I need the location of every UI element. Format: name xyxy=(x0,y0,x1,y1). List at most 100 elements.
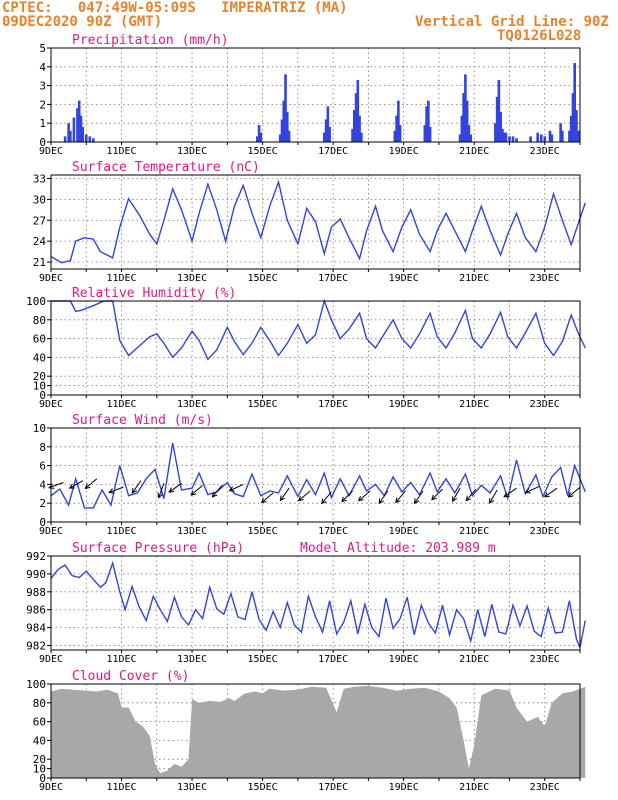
wind-arrow-shaft xyxy=(465,488,477,501)
precip-bar xyxy=(287,130,291,142)
precip-bar xyxy=(354,93,358,142)
y-tick-label: 21 xyxy=(33,256,46,269)
wind-arrow-shaft xyxy=(414,490,424,504)
wind-arrow-shaft xyxy=(49,482,64,489)
wind-arrow-shaft xyxy=(261,492,274,503)
y-tick-label: 0 xyxy=(39,516,46,529)
y-tick-label: 2 xyxy=(39,98,46,111)
y-tick-label: 984 xyxy=(26,622,46,635)
y-tick-label: 40 xyxy=(33,351,46,364)
precip-bar xyxy=(67,123,70,142)
wind-arrow-head xyxy=(567,492,574,498)
x-tick-label: 21DEC xyxy=(459,782,489,793)
precip-bar xyxy=(356,79,360,142)
y-tick-label: 4 xyxy=(39,61,46,74)
y-tick-label: 10 xyxy=(33,422,46,435)
y-tick-label: 4 xyxy=(39,478,46,491)
precip-bar xyxy=(536,132,539,142)
wind-arrow-head xyxy=(357,495,364,502)
precip-bar xyxy=(543,136,547,142)
x-tick-label: 9DEC xyxy=(39,654,63,665)
precip-bar xyxy=(575,110,578,142)
precip-bar xyxy=(508,136,511,142)
header-location: CPTEC: 047:49W-05:09S IMPERATRIZ (MA) xyxy=(2,0,348,16)
precip-bar xyxy=(393,130,397,142)
panel-frame xyxy=(50,300,581,396)
y-tick-label: 992 xyxy=(26,550,46,563)
x-tick-label: 15DEC xyxy=(248,146,278,157)
wind-arrow-head xyxy=(108,488,115,494)
x-tick-label: 19DEC xyxy=(389,654,419,665)
y-tick-label: 8 xyxy=(39,441,46,454)
wind-arrow-shaft xyxy=(321,491,332,504)
x-tick-label: 11DEC xyxy=(106,273,136,284)
x-tick-label: 23DEC xyxy=(530,654,560,665)
panel-frame xyxy=(50,555,581,651)
x-tick-label: 15DEC xyxy=(248,782,278,793)
wind-arrow-shaft xyxy=(452,487,461,502)
panel-title: Surface Temperature (nC) xyxy=(72,160,260,175)
x-tick-label: 17DEC xyxy=(318,399,348,410)
wind-arrow-head xyxy=(211,491,218,498)
precip-bar xyxy=(328,126,331,142)
precip-bar xyxy=(326,106,330,142)
wind-arrow xyxy=(413,490,424,505)
wind-arrow-shaft xyxy=(525,485,540,494)
y-tick-label: 24 xyxy=(33,235,47,248)
y-tick-label: 988 xyxy=(26,586,46,599)
wind-arrow xyxy=(524,485,540,494)
x-tick-label: 15DEC xyxy=(248,654,278,665)
x-tick-label: 17DEC xyxy=(318,782,348,793)
x-tick-label: 23DEC xyxy=(530,526,560,537)
precip-bar xyxy=(504,132,508,142)
wind-arrow xyxy=(131,480,142,494)
wind-arrow xyxy=(357,490,371,502)
x-tick-label: 9DEC xyxy=(39,782,63,793)
wind-arrow xyxy=(168,483,182,493)
x-tick-label: 23DEC xyxy=(530,399,560,410)
wind-arrow-shaft xyxy=(298,490,311,502)
wind-arrow-shaft xyxy=(85,478,98,489)
precip-bar xyxy=(569,115,573,142)
y-tick-label: 80 xyxy=(33,697,46,710)
wind-arrow-shaft xyxy=(69,480,83,489)
precip-bar xyxy=(497,79,501,142)
wind-arrow-shaft xyxy=(168,483,182,493)
panel-title: Surface Pressure (hPa) xyxy=(72,541,244,556)
precip-bar xyxy=(515,138,518,142)
x-tick-label: 17DEC xyxy=(318,146,348,157)
precip-bar xyxy=(559,123,562,142)
wind-arrow-shaft xyxy=(395,490,406,503)
precip-bar xyxy=(352,110,356,142)
x-tick-label: 17DEC xyxy=(318,654,348,665)
x-tick-label: 15DEC xyxy=(248,273,278,284)
precip-bar xyxy=(561,130,564,142)
wind-arrow xyxy=(211,485,223,498)
y-tick-label: 20 xyxy=(33,370,46,383)
header-model-id: TQ0126L028 xyxy=(497,28,582,44)
precip-bar xyxy=(464,74,467,142)
y-tick-label: 0 xyxy=(39,136,46,149)
x-tick-label: 13DEC xyxy=(177,782,207,793)
precip-bar xyxy=(278,134,282,142)
precip-bar xyxy=(88,136,92,142)
x-tick-label: 19DEC xyxy=(389,526,419,537)
y-tick-label: 1 xyxy=(39,117,46,130)
x-tick-label: 15DEC xyxy=(248,399,278,410)
precip-bar xyxy=(284,74,287,142)
x-tick-label: 23DEC xyxy=(530,273,560,284)
x-tick-label: 11DEC xyxy=(106,782,136,793)
x-tick-label: 9DEC xyxy=(39,526,63,537)
wind-arrow-head xyxy=(321,498,327,505)
panel-frame xyxy=(50,174,581,270)
precip-bar xyxy=(550,134,554,142)
wind-arrow-shaft xyxy=(212,485,223,498)
wind-arrow-head xyxy=(503,492,510,498)
y-tick-label: 5 xyxy=(39,42,46,55)
y-tick-label: 60 xyxy=(33,716,46,729)
y-tick-label: 10 xyxy=(33,763,46,776)
x-tick-label: 13DEC xyxy=(177,146,207,157)
wind-arrow-head xyxy=(84,483,91,490)
wind-arrow-head xyxy=(341,496,347,503)
precip-bar xyxy=(465,100,469,142)
